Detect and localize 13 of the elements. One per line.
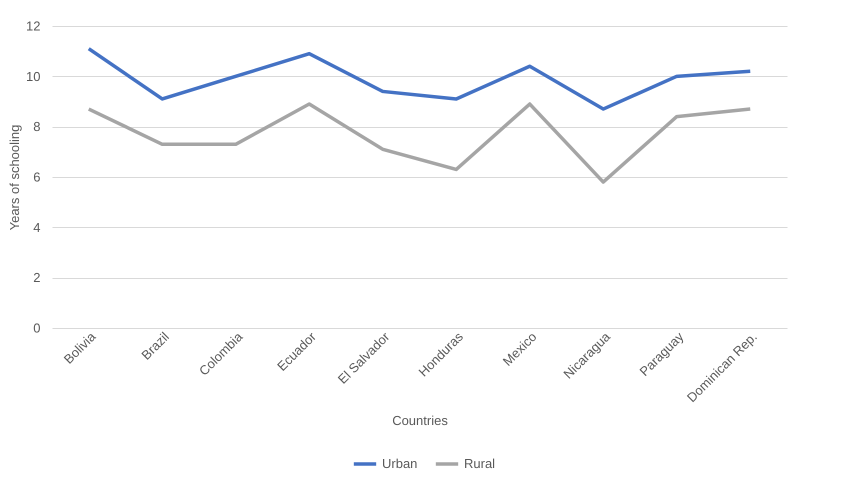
y-tick-label: 6 bbox=[33, 170, 40, 184]
line-series bbox=[87, 102, 752, 184]
legend-label: Rural bbox=[464, 456, 496, 471]
y-tick-label: 2 bbox=[33, 270, 40, 286]
y-tick-label: 4 bbox=[33, 220, 40, 235]
line-series bbox=[87, 46, 752, 111]
x-axis-title: Countries bbox=[392, 413, 448, 428]
y-tick-label: 10 bbox=[26, 68, 40, 84]
legend-label: Urban bbox=[382, 456, 418, 471]
y-tick-label: 0 bbox=[33, 320, 40, 336]
y-tick-label: 8 bbox=[33, 119, 40, 134]
y-tick-label: 12 bbox=[26, 18, 40, 34]
y-axis-title: Years of schooling bbox=[7, 124, 22, 230]
